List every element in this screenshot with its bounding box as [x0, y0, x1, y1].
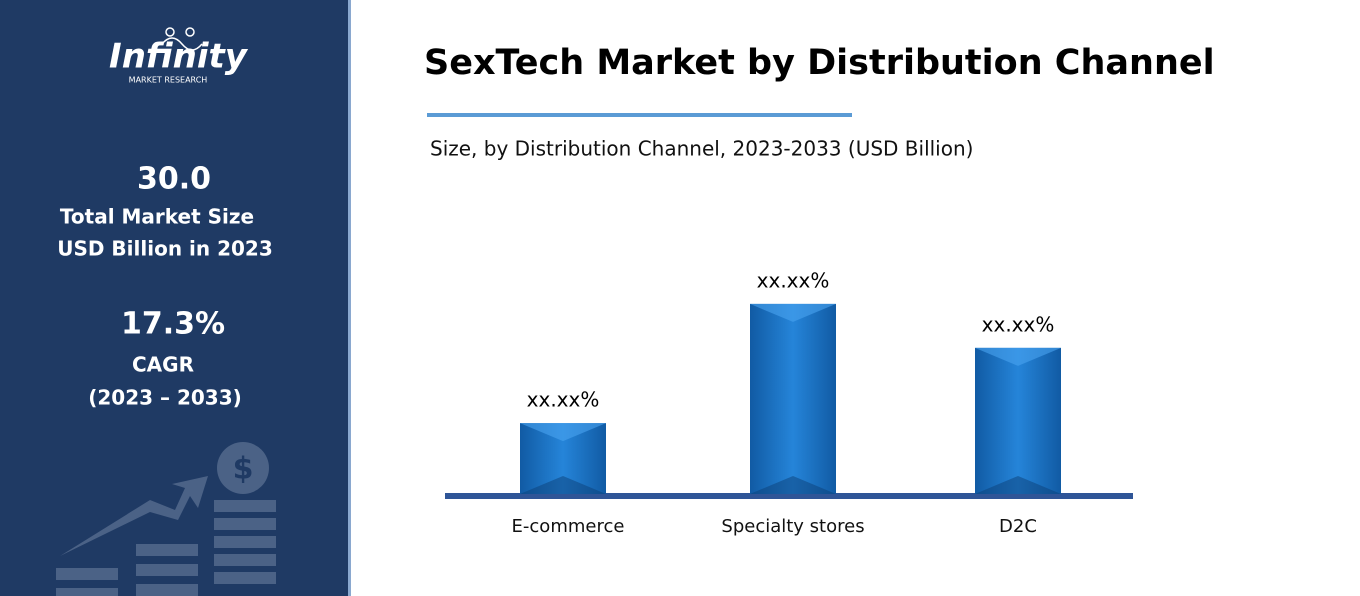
bar-bevel [975, 476, 1061, 494]
cagr: 17.3% [121, 307, 225, 342]
bar-bevel [520, 423, 606, 442]
cagr-label: CAGR [132, 353, 194, 377]
value-label: xx.xx% [527, 388, 600, 412]
bar-bevel [750, 303, 836, 322]
x-tick-label: E-commerce [512, 516, 625, 537]
chart-subtitle: Size, by Distribution Channel, 2023-2033… [430, 137, 973, 161]
growth-icon: $ [56, 442, 276, 596]
logo-tagline: MARKET RESEARCH [129, 76, 208, 85]
bar-bevel [520, 476, 606, 494]
cagr-period: (2023 – 2033) [88, 386, 242, 410]
chart-title: SexTech Market by Distribution Channel [424, 43, 1215, 83]
logo: Infinity [109, 37, 249, 77]
sidebar [0, 0, 348, 596]
x-tick-label: D2C [999, 516, 1037, 537]
svg-text:$: $ [233, 452, 254, 487]
logo-icon [161, 27, 203, 51]
bar-shade [750, 303, 836, 494]
market-size-label: Total Market Size [60, 205, 254, 229]
sidebar-edge [348, 0, 351, 596]
baseline [445, 493, 1133, 499]
title-underline [427, 113, 852, 117]
value-label: xx.xx% [757, 268, 830, 292]
market-size: 30.0 [137, 162, 211, 197]
value-label: xx.xx% [982, 312, 1055, 336]
bar-bevel [975, 347, 1061, 366]
bar-shade [975, 347, 1061, 494]
market-size-label: USD Billion in 2023 [57, 237, 273, 261]
x-tick-label: Specialty stores [721, 516, 864, 537]
bar-bevel [750, 476, 836, 494]
